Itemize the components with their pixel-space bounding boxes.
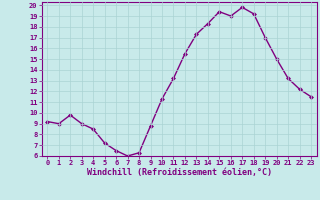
X-axis label: Windchill (Refroidissement éolien,°C): Windchill (Refroidissement éolien,°C) xyxy=(87,168,272,177)
